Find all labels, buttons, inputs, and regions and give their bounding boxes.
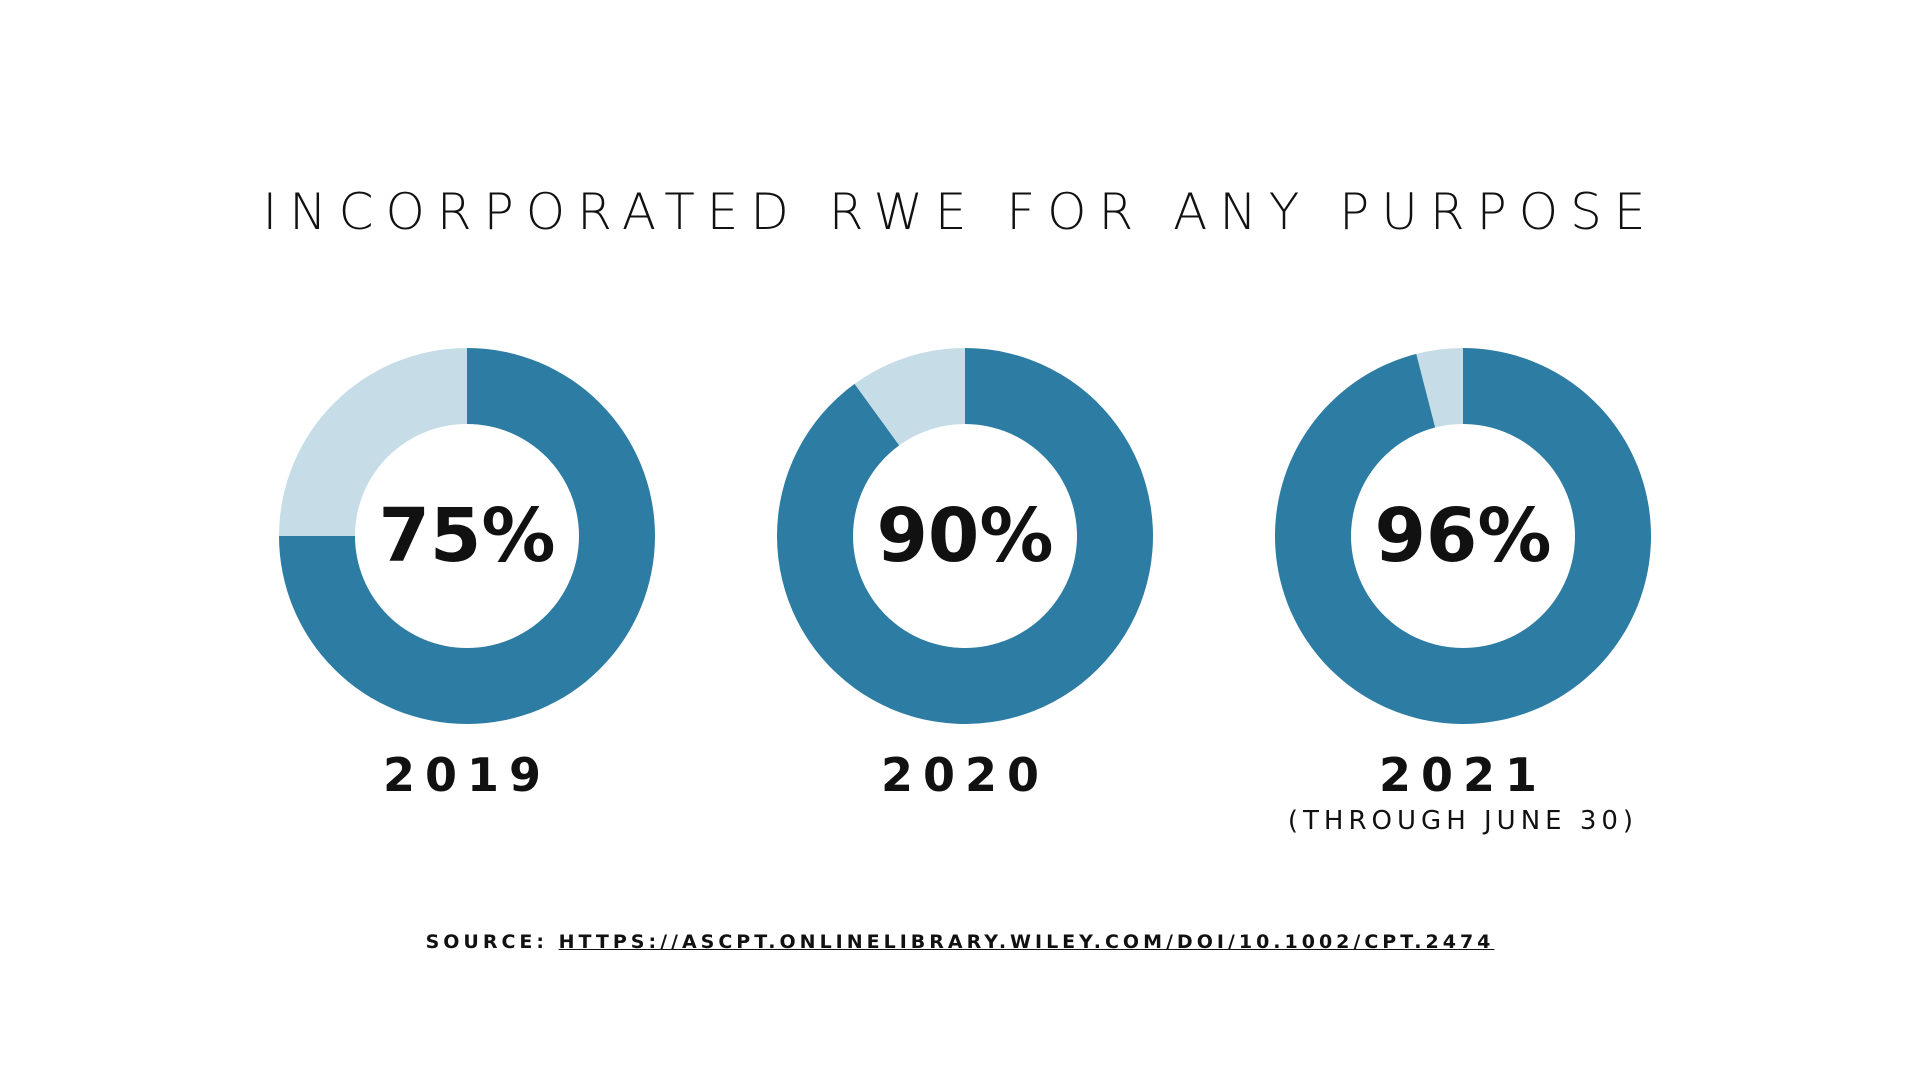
year-label-2021: 2021 <box>1378 748 1548 802</box>
donut-svg-2020: 90% <box>776 348 1153 724</box>
donut-svg-2019: 75% <box>279 348 655 724</box>
year-note-2021: (THROUGH JUNE 30) <box>1287 806 1639 836</box>
donut-value-arc-2019 <box>279 348 655 724</box>
year-label-2020: 2020 <box>880 748 1050 802</box>
donut-value-arc-2021 <box>1275 348 1651 724</box>
source-link[interactable]: HTTPS://ASCPT.ONLINELIBRARY.WILEY.COM/DO… <box>558 931 1495 953</box>
donut-chart-2019: 75% <box>277 346 657 726</box>
donut-remainder-2020 <box>854 348 965 446</box>
donut-value-arc-2020 <box>776 348 1153 724</box>
donut-center-label-2019: 75% <box>378 493 555 579</box>
donut-chart-2021: 96% <box>1273 346 1653 726</box>
chart-title: INCORPORATED RWE FOR ANY PURPOSE <box>262 183 1658 241</box>
year-label-2019: 2019 <box>382 748 552 802</box>
donut-center-label-2020: 90% <box>876 493 1053 579</box>
donut-remainder-2021 <box>1416 348 1463 428</box>
donut-chart-2020: 90% <box>775 346 1155 726</box>
source-citation: SOURCE: HTTPS://ASCPT.ONLINELIBRARY.WILE… <box>0 931 1920 953</box>
donut-remainder-2019 <box>279 348 467 536</box>
donut-svg-2021: 96% <box>1275 348 1651 724</box>
source-prefix: SOURCE: <box>425 931 559 953</box>
donut-center-label-2021: 96% <box>1374 493 1551 579</box>
